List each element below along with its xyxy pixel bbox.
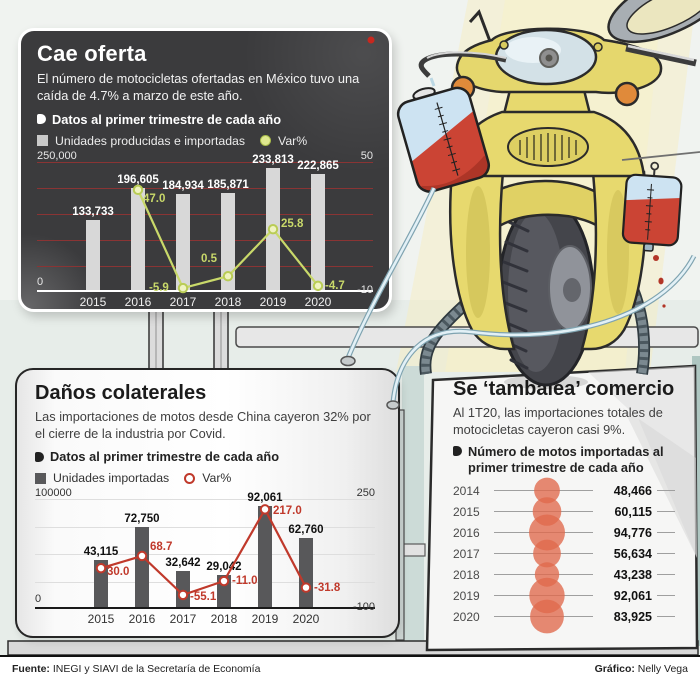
handlebar-fairing — [455, 27, 663, 95]
front-apron — [450, 110, 646, 178]
x-axis-label: 2015 — [79, 294, 107, 309]
hanger-wire — [621, 151, 700, 161]
hose-right — [607, 248, 651, 375]
y2-axis-max-label: 50 — [360, 149, 373, 162]
panel-supply-description: El número de motocicletas ofertadas en M… — [37, 71, 360, 103]
line-marker-icon — [260, 135, 272, 147]
bullet-icon — [37, 114, 46, 125]
indicator-right — [614, 81, 640, 107]
var-line — [132, 184, 324, 294]
panel-trade-title: Se ‘tambalea’ comercio — [453, 378, 675, 400]
x-axis-label: 2018 — [210, 612, 238, 627]
right-arm — [625, 44, 697, 67]
bar-swatch-icon — [35, 472, 46, 484]
front-fender — [474, 179, 620, 241]
x-axis-labels: 2015 2016 2017 2018 2019 2020 — [37, 295, 373, 311]
iv-bag-left — [396, 86, 491, 193]
panel-imports-legend: Unidades importadas Var% — [35, 471, 380, 485]
x-axis-label: 2017 — [169, 612, 197, 627]
x-axis-label: 2017 — [169, 294, 197, 309]
bubbles — [529, 477, 565, 634]
x-axis-label: 2016 — [128, 612, 156, 627]
x-axis-label: 2018 — [214, 294, 242, 309]
body-right — [580, 170, 647, 351]
antenna — [468, 9, 493, 45]
bullet-icon — [453, 446, 462, 457]
y-axis-max-label: 100000 — [35, 487, 72, 500]
x-axis-labels: 2015 2016 2017 2018 2019 2020 — [35, 612, 380, 628]
plot-area: 250,000 0 50 -10 133,733 196,605 184,934 185,87… — [37, 150, 373, 296]
panel-supply-legend: Unidades producidas e importadas Var% — [37, 134, 373, 148]
x-axis-label: 2015 — [87, 612, 115, 627]
trade-bubble-chart: 2014 48,466 2015 60,115 2016 94,776 2017 56,634… — [453, 477, 675, 634]
bullet-icon — [35, 451, 44, 462]
supply-chart: 250,000 0 50 -10 133,733 196,605 184,934 185,87… — [37, 150, 373, 311]
x-axis-label: 2020 — [304, 294, 332, 309]
y2-axis-max-label: 250 — [356, 487, 375, 500]
panel-trade-description: Al 1T20, las importaciones totales de mo… — [453, 405, 663, 437]
iv-bag-right — [621, 161, 683, 252]
panel-trade: Se ‘tambalea’ comercio Al 1T20, las impo… — [423, 358, 700, 654]
x-axis-label: 2016 — [124, 294, 152, 309]
var-line — [95, 504, 312, 601]
x-axis-label: 2019 — [251, 612, 279, 627]
panel-trade-note: Número de motos importadas al primer tri… — [453, 444, 671, 476]
panel-imports-note: Datos al primer trimestre de cada año — [35, 449, 380, 464]
panel-imports-title: Daños colaterales — [35, 382, 207, 404]
panel-supply-title: Cae oferta — [37, 41, 147, 66]
footer-credit: Gráfico: Nelly Vega — [594, 663, 688, 675]
panel-imports-description: Las importaciones de motos desde China c… — [35, 409, 371, 441]
footer: Fuente: INEGI y SIAVI de la Secretaría d… — [0, 655, 700, 681]
x-axis-label: 2019 — [259, 294, 287, 309]
imports-chart: 100000 0 250 -100 43,115 72,750 32,642 29,042 92… — [35, 487, 380, 628]
body-left — [449, 170, 516, 351]
surgical-lamp — [607, 0, 700, 44]
bar-swatch-icon — [37, 135, 48, 147]
iv-arm — [418, 51, 507, 87]
y-axis-max-label: 250,000 — [37, 149, 77, 162]
vent-grille — [507, 127, 589, 167]
indicator-left — [450, 75, 476, 101]
x-axis-label: 2020 — [292, 612, 320, 627]
panel-supply-note: Datos al primer trimestre de cada año — [37, 112, 373, 127]
panel-supply: Cae oferta El número de motocicletas ofe… — [18, 28, 392, 312]
panel-imports: Daños colaterales Las importaciones de m… — [15, 368, 400, 638]
headlight — [494, 28, 598, 86]
footer-source: Fuente: INEGI y SIAVI de la Secretaría d… — [12, 663, 261, 675]
bed-rail — [235, 326, 699, 348]
light-beam — [396, 0, 696, 372]
line-marker-icon — [184, 472, 196, 484]
plot-area: 100000 0 250 -100 43,115 72,750 32,642 29,042 92… — [35, 487, 375, 613]
stand-posts — [148, 307, 229, 373]
blood-drops — [648, 255, 666, 308]
